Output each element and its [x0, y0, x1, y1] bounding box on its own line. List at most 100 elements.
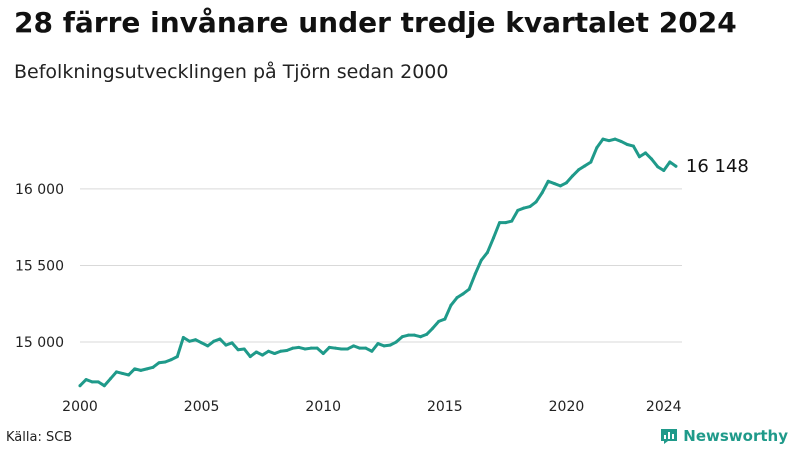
series-line — [78, 137, 678, 388]
data-point — [394, 340, 398, 344]
source-note: Källa: SCB — [6, 430, 73, 445]
data-point — [224, 343, 228, 347]
data-point — [631, 144, 635, 148]
data-point — [388, 343, 392, 347]
data-point — [230, 341, 234, 345]
x-tick-label: 2015 — [427, 399, 463, 415]
data-point — [352, 344, 356, 348]
data-point — [674, 164, 678, 168]
data-point — [558, 184, 562, 188]
chart-title: 28 färre invånare under tredje kvartalet… — [14, 6, 737, 39]
data-point — [206, 344, 210, 348]
data-point — [127, 373, 131, 377]
data-point — [370, 349, 374, 353]
series-layer — [78, 137, 678, 388]
data-point — [528, 205, 532, 209]
data-point — [267, 349, 271, 353]
data-point — [303, 347, 307, 351]
data-point — [285, 348, 289, 352]
data-point — [522, 206, 526, 210]
data-point — [449, 303, 453, 307]
data-point — [291, 346, 295, 350]
data-point — [613, 137, 617, 141]
data-point — [443, 317, 447, 321]
data-point — [358, 346, 362, 350]
data-point — [181, 335, 185, 339]
data-point — [552, 182, 556, 186]
data-point — [668, 160, 672, 164]
data-point — [382, 344, 386, 348]
data-point — [90, 380, 94, 384]
data-point — [236, 348, 240, 352]
data-point — [187, 339, 191, 343]
data-point — [169, 358, 173, 362]
data-point — [595, 146, 599, 150]
data-point — [400, 335, 404, 339]
data-point — [315, 346, 319, 350]
data-point — [376, 342, 380, 346]
data-point — [121, 371, 125, 375]
y-axis-tick-labels: 15 000 15 500 16 000 — [15, 182, 64, 351]
data-point — [534, 200, 538, 204]
data-point — [218, 337, 222, 341]
y-tick-label: 16 000 — [15, 182, 64, 198]
x-tick-label: 2010 — [305, 399, 341, 415]
data-point — [644, 151, 648, 155]
data-point — [589, 160, 593, 164]
data-point — [157, 361, 161, 365]
data-point — [412, 333, 416, 337]
data-point — [200, 341, 204, 345]
y-tick-label: 15 500 — [15, 258, 64, 274]
data-point — [346, 347, 350, 351]
brand-logo[interactable]: Newsworthy — [660, 427, 788, 445]
data-point — [260, 353, 264, 357]
data-point — [279, 349, 283, 353]
data-point — [577, 168, 581, 172]
data-point — [273, 352, 277, 356]
data-point — [498, 221, 502, 225]
data-point — [151, 365, 155, 369]
data-point — [546, 179, 550, 183]
data-point — [248, 355, 252, 359]
newsworthy-logo-icon — [661, 429, 678, 444]
data-point — [571, 174, 575, 178]
data-point — [437, 319, 441, 323]
x-tick-label: 2005 — [184, 399, 220, 415]
data-point — [254, 350, 258, 354]
end-value-label: 16 148 — [686, 156, 749, 177]
data-point — [425, 332, 429, 336]
data-point — [467, 287, 471, 291]
data-point — [297, 345, 301, 349]
data-point — [108, 377, 112, 381]
data-point — [406, 333, 410, 337]
data-point — [339, 347, 343, 351]
x-tick-label: 2024 — [646, 399, 682, 415]
data-point — [491, 236, 495, 240]
data-point — [175, 355, 179, 359]
data-point — [431, 326, 435, 330]
data-point — [78, 384, 82, 388]
x-tick-label: 2020 — [549, 399, 585, 415]
data-point — [510, 219, 514, 223]
data-point — [96, 380, 100, 384]
x-tick-label: 2000 — [62, 399, 98, 415]
data-point — [327, 345, 331, 349]
data-point — [455, 296, 459, 300]
data-point — [242, 347, 246, 351]
y-tick-label: 15 000 — [15, 335, 64, 351]
data-point — [194, 338, 198, 342]
data-point — [133, 367, 137, 371]
data-point — [212, 339, 216, 343]
data-point — [473, 272, 477, 276]
chart-subtitle: Befolkningsutvecklingen på Tjörn sedan 2… — [14, 61, 449, 83]
gridlines — [80, 188, 682, 343]
data-point — [564, 181, 568, 185]
data-point — [364, 346, 368, 350]
data-point — [540, 191, 544, 195]
data-point — [102, 384, 106, 388]
data-point — [84, 378, 88, 382]
data-point — [650, 157, 654, 161]
data-point — [479, 258, 483, 262]
brand-name: Newsworthy — [683, 427, 788, 445]
